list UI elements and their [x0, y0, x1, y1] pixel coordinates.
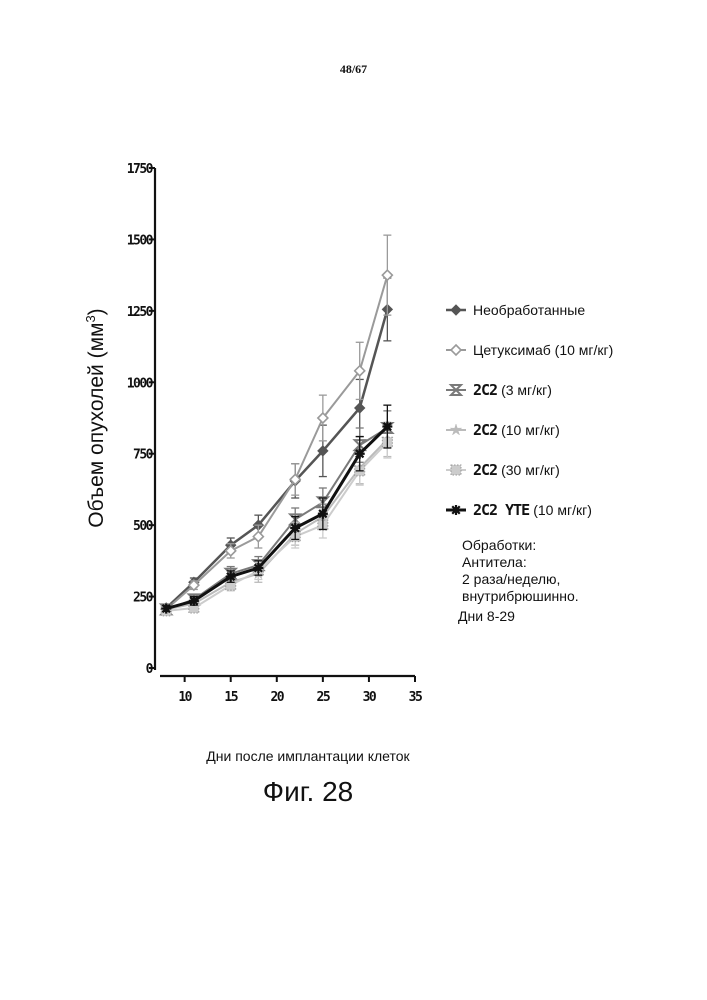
x-tick-label: 10 — [178, 690, 192, 705]
chart-legend: НеобработанныеЦетуксимаб (10 мг/кг)2С2(3… — [445, 290, 685, 530]
y-tick-label: 1250 — [127, 305, 154, 320]
legend-label-main: 2С2 — [473, 461, 497, 479]
series-1 — [161, 278, 392, 613]
treatment-notes: Обработки: Антитела: 2 раза/неделю, внут… — [462, 537, 579, 625]
notes-line-1: Антитела: — [462, 554, 579, 571]
legend-label-main: 2С2 YTE — [473, 501, 529, 519]
chart-series — [161, 235, 394, 616]
legend-marker-icon — [445, 299, 467, 321]
legend-item: 2С2(10 мг/кг) — [445, 410, 685, 450]
legend-item: Необработанные — [445, 290, 685, 330]
legend-label: (10 мг/кг) — [533, 502, 592, 518]
legend-label-main: 2С2 — [473, 421, 497, 439]
notes-days: Дни 8-29 — [458, 608, 579, 625]
y-tick-label: 1000 — [127, 376, 154, 391]
data-point — [355, 449, 365, 459]
data-point — [189, 596, 199, 606]
x-tick-label: 35 — [409, 690, 422, 705]
legend-marker — [450, 424, 461, 435]
y-tick-label: 1750 — [127, 162, 154, 177]
notes-line-2: 2 раза/неделю, — [462, 571, 579, 588]
figure-caption: Фиг. 28 — [0, 776, 616, 808]
legend-label: (10 мг/кг) — [501, 422, 560, 438]
legend-item: 2С2 YTE(10 мг/кг) — [445, 490, 685, 530]
y-tick-label: 1500 — [127, 233, 154, 248]
data-point — [318, 509, 328, 519]
legend-marker-icon — [445, 339, 467, 361]
legend-marker-icon — [445, 419, 467, 441]
legend-label: (3 мг/кг) — [501, 382, 552, 398]
data-point — [382, 422, 392, 432]
legend-marker — [451, 505, 461, 515]
legend-item: Цетуксимаб (10 мг/кг) — [445, 330, 685, 370]
series-2 — [161, 235, 392, 614]
y-tick-label: 0 — [146, 662, 154, 677]
legend-marker — [451, 465, 461, 475]
x-tick-label: 15 — [224, 690, 237, 705]
legend-marker — [451, 345, 461, 355]
y-axis-label: Объем опухолей (мм3) — [83, 308, 109, 527]
y-tick-label: 500 — [133, 519, 154, 534]
data-point — [290, 523, 300, 533]
legend-item: 2С2(30 мг/кг) — [445, 450, 685, 490]
data-point — [253, 563, 263, 573]
legend-item: 2С2(3 мг/кг) — [445, 370, 685, 410]
series-line — [166, 309, 387, 608]
legend-label: Необработанные — [473, 302, 585, 318]
x-axis-label: Дни после имплантации клеток — [0, 748, 616, 764]
legend-marker — [451, 305, 461, 315]
y-tick-label: 750 — [133, 448, 154, 463]
legend-label-main: 2С2 — [473, 381, 497, 399]
series-line — [166, 275, 387, 609]
notes-line-3: внутрибрюшинно. — [462, 588, 579, 605]
legend-label: Цетуксимаб (10 мг/кг) — [473, 342, 613, 358]
data-point — [161, 604, 171, 614]
legend-label: (30 мг/кг) — [501, 462, 560, 478]
y-tick-label: 250 — [133, 591, 154, 606]
legend-marker-icon — [445, 379, 467, 401]
x-tick-label: 30 — [363, 690, 377, 705]
legend-marker-icon — [445, 459, 467, 481]
legend-marker-icon — [445, 499, 467, 521]
x-tick-label: 25 — [317, 690, 330, 705]
x-tick-label: 20 — [270, 690, 284, 705]
data-point — [226, 572, 236, 582]
notes-title: Обработки: — [462, 537, 579, 554]
